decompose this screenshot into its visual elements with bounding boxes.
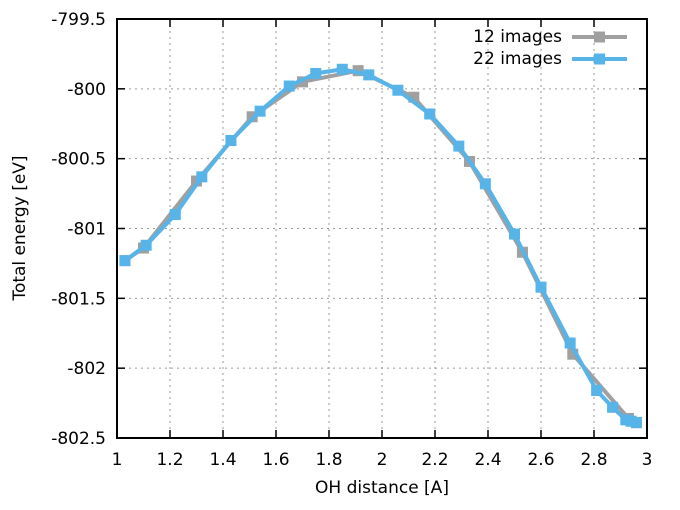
x-tick-labels: 1 1.2 1.4 1.6 1.8 2 2.2 2.4 2.6 2.8 3	[112, 450, 653, 470]
data-point-marker	[564, 337, 576, 349]
y-tick-label: -802	[67, 359, 106, 379]
x-tick-label: 1.2	[156, 450, 183, 470]
x-tick-label: 1	[112, 450, 123, 470]
y-axis-title: Total energy [eV]	[10, 155, 30, 301]
data-point-marker	[119, 255, 131, 267]
data-point-marker	[479, 178, 491, 190]
x-tick-label: 3	[642, 450, 653, 470]
y-tick-label: -801.5	[51, 289, 106, 309]
series-22-images	[119, 63, 642, 429]
data-point-marker	[535, 281, 547, 293]
data-point-marker	[453, 140, 465, 152]
data-point-marker	[607, 401, 619, 413]
data-point-marker	[424, 108, 436, 120]
x-tick-label: 1.8	[315, 450, 342, 470]
data-point-marker	[254, 105, 266, 117]
y-tick-labels: -799.5 -800 -800.5 -801 -801.5 -802 -802.5	[51, 10, 106, 449]
data-point-marker	[630, 417, 642, 429]
data-point-marker	[140, 239, 152, 251]
axis-ticks	[116, 18, 648, 439]
data-point-marker	[567, 348, 579, 360]
legend-entry-12-images: 12 images	[473, 27, 562, 47]
data-point-marker	[196, 171, 208, 183]
x-tick-label: 1.4	[209, 450, 236, 470]
y-tick-label: -801	[67, 220, 106, 240]
legend-samples	[572, 31, 627, 65]
data-point-marker	[283, 80, 295, 92]
data-point-marker	[336, 63, 348, 75]
legend-sample-marker	[594, 31, 605, 43]
y-tick-label: -802.5	[51, 429, 106, 449]
data-point-marker	[169, 209, 181, 221]
series-12-images	[119, 65, 642, 429]
x-tick-label: 2	[377, 450, 388, 470]
data-point-marker	[363, 69, 375, 81]
data-point-marker	[310, 67, 322, 79]
legend-entry-22-images: 22 images	[473, 49, 562, 69]
y-tick-label: -800	[67, 80, 106, 100]
series-line	[123, 68, 638, 425]
y-tick-label: -800.5	[51, 150, 106, 170]
data-point-marker	[225, 135, 237, 147]
x-axis-title: OH distance [A]	[315, 478, 449, 498]
data-point-marker	[408, 91, 420, 103]
y-tick-label: -799.5	[51, 10, 106, 30]
x-tick-label: 2.6	[527, 450, 554, 470]
x-tick-label: 1.6	[262, 450, 289, 470]
data-point-marker	[392, 84, 404, 96]
data-point-marker	[509, 228, 520, 240]
x-tick-label: 2.4	[474, 450, 501, 470]
data-point-marker	[591, 385, 603, 397]
legend-sample-marker	[594, 53, 605, 65]
x-tick-label: 2.2	[421, 450, 448, 470]
series-line	[123, 67, 637, 425]
x-tick-label: 2.8	[580, 450, 607, 470]
